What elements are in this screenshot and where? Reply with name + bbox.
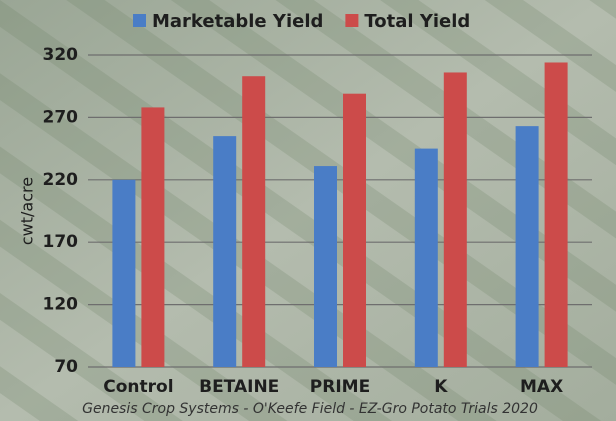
- y-tick-label: 170: [43, 232, 79, 252]
- bar: [242, 76, 265, 367]
- x-tick-label: K: [434, 377, 448, 397]
- bar: [213, 136, 236, 367]
- legend-label: Total Yield: [364, 11, 470, 32]
- bar: [343, 94, 366, 367]
- bar: [415, 149, 438, 367]
- y-tick-label: 120: [43, 295, 79, 315]
- bar: [141, 107, 164, 367]
- y-tick-label: 270: [43, 107, 79, 127]
- legend-label: Marketable Yield: [152, 11, 323, 32]
- x-tick-label: BETAINE: [199, 377, 279, 397]
- bar: [545, 62, 568, 367]
- caption: Genesis Crop Systems - O'Keefe Field - E…: [82, 401, 538, 417]
- chart: cwt/acre Genesis Crop Systems - O'Keefe …: [0, 0, 616, 421]
- legend-swatch: [345, 14, 358, 27]
- x-tick-label: Control: [103, 377, 173, 397]
- y-tick-label: 320: [43, 45, 79, 65]
- legend-swatch: [133, 14, 146, 27]
- y-axis-label: cwt/acre: [18, 177, 37, 245]
- y-tick-label: 70: [54, 357, 78, 377]
- bar: [112, 180, 135, 367]
- page: {"chart_data": {"type": "bar", "categori…: [0, 0, 616, 421]
- bar: [444, 72, 467, 367]
- x-tick-label: MAX: [520, 377, 563, 397]
- bar: [314, 166, 337, 367]
- bar: [516, 126, 539, 367]
- x-tick-label: PRIME: [310, 377, 370, 397]
- y-tick-label: 220: [43, 170, 79, 190]
